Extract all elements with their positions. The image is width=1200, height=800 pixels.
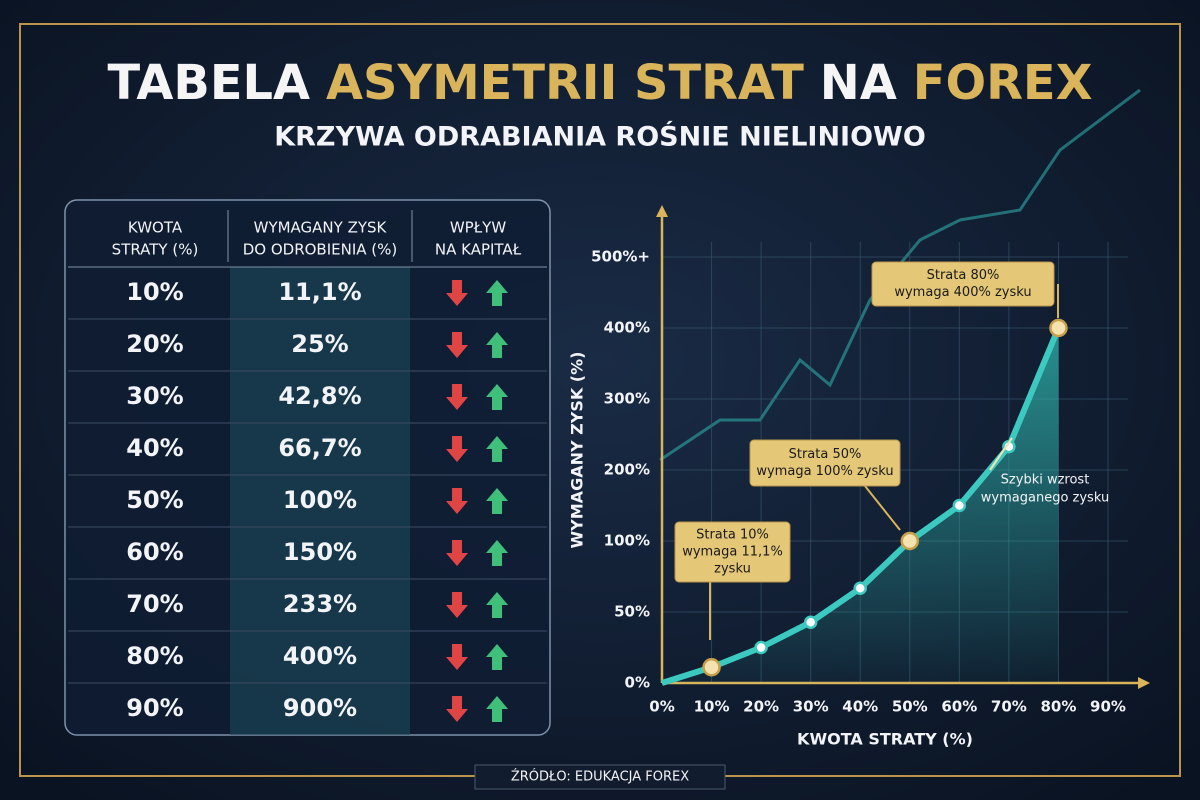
loss-arrow xyxy=(446,436,468,462)
x-tick-label: 20% xyxy=(743,698,779,716)
area xyxy=(662,328,1059,683)
point xyxy=(803,615,818,629)
column-header: WYMAGANY ZYSK xyxy=(254,219,388,237)
gain-arrow xyxy=(486,488,508,514)
loss-arrow xyxy=(446,332,468,358)
gain-arrow xyxy=(486,696,508,722)
point xyxy=(754,640,768,655)
title-part: FOREX xyxy=(913,55,1093,111)
table-cell: 150% xyxy=(283,538,357,566)
y-tick-label: 100% xyxy=(604,532,650,550)
y-axis-label: WYMAGANY ZYSK (%) xyxy=(568,352,587,549)
table-cell: 10% xyxy=(126,278,183,306)
table-cell: 60% xyxy=(126,538,183,566)
y-axis-arrow xyxy=(656,205,668,217)
loss-arrow xyxy=(446,644,468,670)
table-cell: 30% xyxy=(126,382,183,410)
annotation-text: wymaga 11,1% xyxy=(682,545,783,560)
x-tick-label: 80% xyxy=(1040,698,1076,716)
x-tick-label: 60% xyxy=(941,698,977,716)
column-header: NA KAPITAŁ xyxy=(435,241,522,259)
gain-arrow xyxy=(486,384,508,410)
table-cell: 70% xyxy=(126,590,183,618)
table-cell: 66,7% xyxy=(278,434,361,462)
table-cell: 90% xyxy=(126,694,183,722)
loss-arrow xyxy=(446,280,468,306)
loss-arrow xyxy=(446,696,468,722)
table-cell: 233% xyxy=(283,590,357,618)
x-tick-label: 10% xyxy=(694,698,730,716)
annotation-text: wymaga 100% zysku xyxy=(756,464,893,479)
x-tick-label: 0% xyxy=(649,698,674,716)
table-cell: 900% xyxy=(283,694,357,722)
point xyxy=(1049,318,1068,338)
x-tick-label: 70% xyxy=(991,698,1027,716)
loss-arrow xyxy=(446,384,468,410)
loss-arrow xyxy=(446,592,468,618)
column-header: KWOTA xyxy=(128,219,183,237)
title-part: TABELA xyxy=(108,55,311,111)
x-tick-label: 30% xyxy=(793,698,829,716)
y-tick-label: 50% xyxy=(614,603,650,621)
x-tick-label: 90% xyxy=(1090,698,1126,716)
point xyxy=(853,581,867,596)
table-cell: 25% xyxy=(291,330,348,358)
y-tick-label: 0% xyxy=(625,674,650,692)
y-tick-label: 300% xyxy=(604,390,650,408)
gain-arrow xyxy=(486,540,508,566)
y-tick-label: 400% xyxy=(604,319,650,337)
column-header: DO ODROBIENIA (%) xyxy=(243,241,398,259)
loss-arrow xyxy=(446,488,468,514)
gain-arrow xyxy=(486,332,508,358)
annotation-text: wymaganego zysku xyxy=(981,491,1109,506)
gain-arrow xyxy=(486,592,508,618)
table-cell: 80% xyxy=(126,642,183,670)
loss-arrow xyxy=(446,540,468,566)
point xyxy=(952,498,967,513)
y-tick-label: 200% xyxy=(604,461,650,479)
table-cell: 100% xyxy=(283,486,357,514)
annotation-text: Strata 50% xyxy=(789,447,862,462)
x-axis-label: KWOTA STRATY (%) xyxy=(797,730,973,749)
annotation-text: Strata 10% xyxy=(696,528,769,543)
table-cell: 50% xyxy=(126,486,183,514)
title-part: NA xyxy=(820,55,897,111)
table-cell: 20% xyxy=(126,330,183,358)
point xyxy=(900,531,920,551)
footer: ŹRÓDŁO: EDUKACJA FOREX xyxy=(511,769,689,785)
leader-line xyxy=(864,485,901,531)
annotation-arrow xyxy=(989,437,1013,471)
table-cell: 42,8% xyxy=(278,382,361,410)
column-header: WPŁYW xyxy=(450,219,506,237)
point xyxy=(702,657,721,677)
annotation-text: Strata 80% xyxy=(927,268,1000,283)
title-part: ASYMETRII STRAT xyxy=(326,55,804,111)
column-highlight xyxy=(230,267,410,735)
footer-box xyxy=(474,764,726,790)
x-tick-label: 40% xyxy=(842,698,878,716)
table-cell: 400% xyxy=(283,642,357,670)
annotation-box xyxy=(871,261,1055,307)
x-tick-label: 50% xyxy=(892,698,928,716)
title: TABELA ASYMETRII STRAT NA FOREX xyxy=(108,55,1093,111)
decor-line xyxy=(659,88,1141,462)
gain-arrow xyxy=(486,644,508,670)
annotation-box xyxy=(674,521,791,583)
column-header: STRATY (%) xyxy=(112,241,199,259)
annotation-text: Szybki wzrost xyxy=(1001,473,1090,488)
table-cell: 11,1% xyxy=(278,278,361,306)
subtitle: KRZYWA ODRABIANIA ROŚNIE NIELINIOWO xyxy=(274,121,926,153)
x-axis-arrow xyxy=(1138,677,1150,689)
annotation-text: wymaga 400% zysku xyxy=(894,285,1031,300)
gain-arrow xyxy=(486,280,508,306)
annotation-box xyxy=(749,439,901,487)
gain-arrow xyxy=(486,436,508,462)
annotation-text: zysku xyxy=(714,562,751,577)
y-tick-label: 500%+ xyxy=(591,248,650,266)
table-cell: 40% xyxy=(126,434,183,462)
